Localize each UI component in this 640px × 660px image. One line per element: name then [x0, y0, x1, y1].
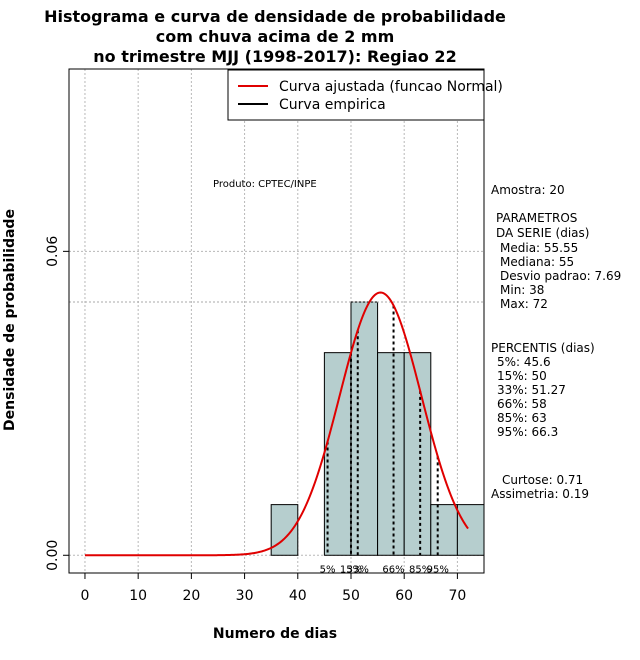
product-annotation: Produto: CPTEC/INPE [213, 179, 317, 190]
chart-title-line-1: Histograma e curva de densidade de proba… [44, 7, 506, 26]
x-axis-label: Numero de dias [213, 626, 337, 642]
stat-mean: Media: 55.55 [500, 241, 578, 255]
pct-95: 95%: 66.3 [497, 425, 558, 439]
params-title-1: PARAMETROS [496, 211, 577, 225]
chart-title-line-2: com chuva acima de 2 mm [156, 27, 395, 46]
statistics-panel: Amostra: 20 PARAMETROS DA SERIE (dias) M… [491, 183, 621, 501]
x-tick-label: 0 [81, 588, 90, 604]
legend: Curva ajustada (funcao Normal) Curva emp… [227, 69, 503, 121]
x-tick-label: 30 [236, 588, 254, 604]
y-axis: 0.00 0.06 [45, 236, 69, 571]
x-tick-label: 70 [448, 588, 466, 604]
x-tick-label: 40 [289, 588, 307, 604]
histogram-bar [270, 504, 299, 556]
histogram-bar [430, 504, 458, 556]
y-tick-label: 0.00 [45, 540, 61, 571]
stat-min: Min: 38 [500, 283, 544, 297]
histogram-bar [403, 352, 432, 556]
legend-box [227, 69, 485, 121]
chart-title-line-3: no trimestre MJJ (1998-2017): Regiao 22 [93, 47, 456, 66]
percentiles-title: PERCENTIS (dias) [491, 341, 595, 355]
histogram-bar [456, 504, 485, 556]
x-tick-label: 20 [182, 588, 200, 604]
y-axis-label: Densidade de probabilidade [2, 209, 18, 431]
pct-66: 66%: 58 [497, 397, 547, 411]
percentile-label: 66% [382, 564, 404, 575]
stat-median: Mediana: 55 [500, 255, 574, 269]
pct-15: 15%: 50 [497, 369, 547, 383]
percentile-label: 15% [340, 564, 362, 575]
pct-33: 33%: 51.27 [497, 383, 566, 397]
percentile-label: 95% [427, 564, 449, 575]
percentile-label: 33% [347, 564, 369, 575]
x-tick-label: 50 [342, 588, 360, 604]
pct-5: 5%: 45.6 [497, 355, 551, 369]
stat-kurtosis: Curtose: 0.71 [502, 473, 583, 487]
percentile-label: 85% [409, 564, 431, 575]
pct-85: 85%: 63 [497, 411, 547, 425]
percentile-lines: 5% 15%33% 66% 85%95% [320, 305, 449, 575]
x-tick-label: 60 [395, 588, 413, 604]
stat-max: Max: 72 [500, 297, 548, 311]
histogram-bar [377, 352, 405, 556]
histogram-bar [350, 301, 379, 556]
y-tick-label: 0.06 [45, 236, 61, 267]
x-tick-label: 10 [129, 588, 147, 604]
x-axis: 0 10 20 30 40 50 60 70 [81, 572, 466, 604]
legend-label-normal: Curva ajustada (funcao Normal) [279, 79, 503, 95]
percentile-label: 5% [320, 564, 336, 575]
histogram-bars [270, 301, 485, 556]
normal-curve [84, 291, 469, 557]
params-title-2: DA SERIE (dias) [496, 226, 589, 240]
stat-sd: Desvio padrao: 7.69 [500, 269, 621, 283]
legend-label-empirical: Curva empirica [279, 97, 386, 113]
stat-skewness: Assimetria: 0.19 [491, 487, 589, 501]
sample-size: Amostra: 20 [491, 183, 565, 197]
normal-curve-path [84, 291, 469, 557]
